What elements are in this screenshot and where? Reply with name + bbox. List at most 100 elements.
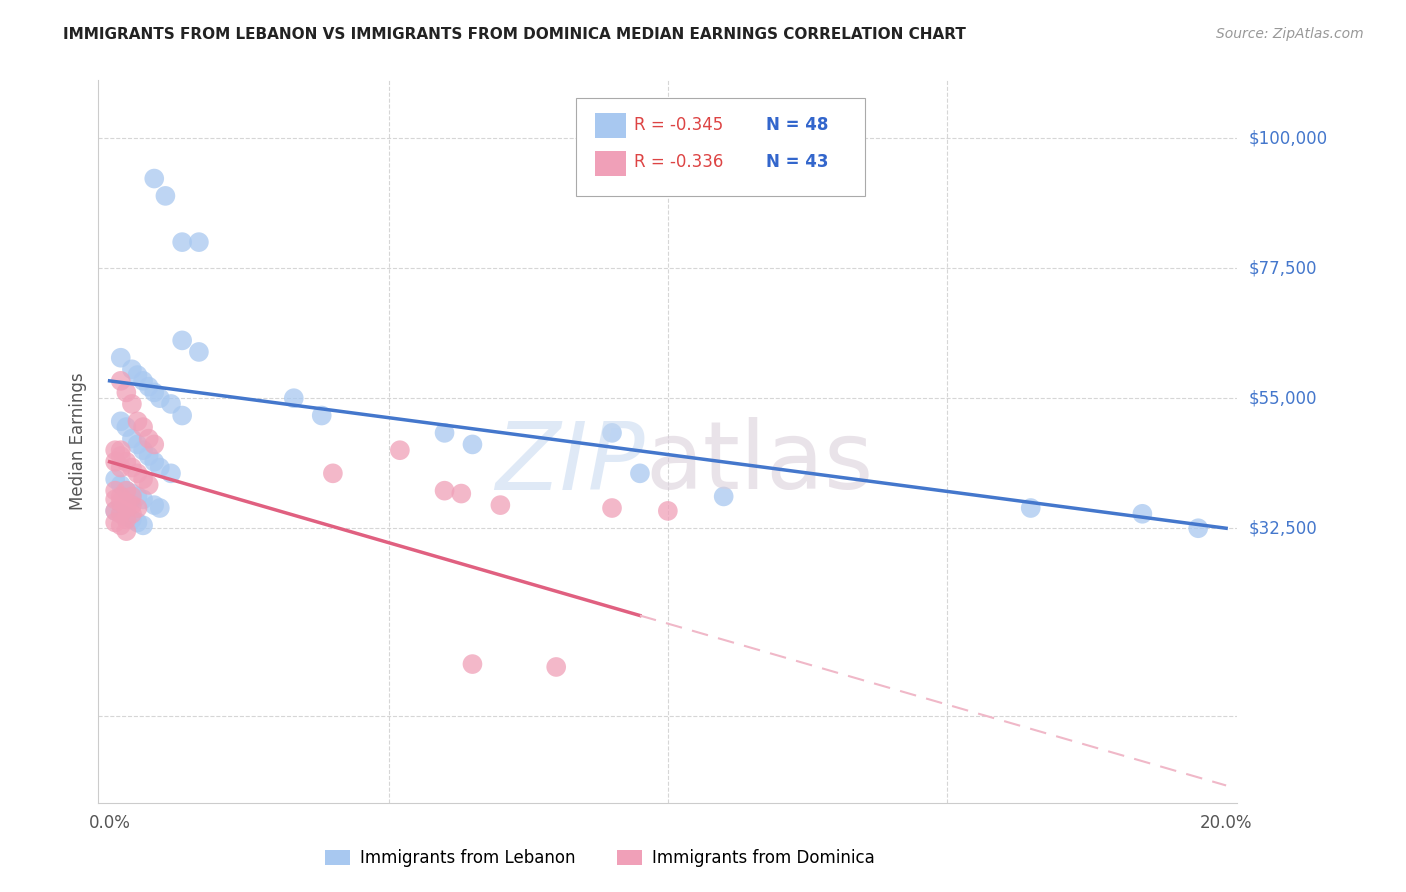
Point xyxy=(187,235,209,249)
Point xyxy=(143,171,166,186)
Point xyxy=(489,498,512,512)
Point xyxy=(115,483,138,498)
Point xyxy=(132,443,155,458)
Point xyxy=(132,472,155,486)
Point xyxy=(127,368,149,382)
Text: IMMIGRANTS FROM LEBANON VS IMMIGRANTS FROM DOMINICA MEDIAN EARNINGS CORRELATION : IMMIGRANTS FROM LEBANON VS IMMIGRANTS FR… xyxy=(63,27,966,42)
Text: R = -0.336: R = -0.336 xyxy=(634,153,724,171)
Point xyxy=(143,455,166,469)
Point xyxy=(600,501,623,516)
Point xyxy=(322,467,344,481)
Point xyxy=(388,443,411,458)
Point xyxy=(172,334,194,348)
Point xyxy=(110,374,132,388)
Point xyxy=(172,235,194,249)
Point xyxy=(110,449,132,463)
Point xyxy=(600,425,623,440)
Point xyxy=(110,443,132,458)
Point xyxy=(283,391,305,405)
Point xyxy=(127,501,149,516)
Point xyxy=(121,397,143,411)
Point xyxy=(115,524,138,538)
Point xyxy=(450,486,472,500)
Point xyxy=(110,414,132,428)
Point xyxy=(1187,521,1209,535)
Point xyxy=(1130,507,1153,521)
Point xyxy=(110,495,132,509)
Point xyxy=(132,518,155,533)
Text: ZIP: ZIP xyxy=(495,417,645,508)
Point xyxy=(115,501,138,516)
Text: $77,500: $77,500 xyxy=(1249,260,1317,277)
Point xyxy=(104,504,127,518)
Text: $32,500: $32,500 xyxy=(1249,519,1317,537)
Point xyxy=(127,437,149,451)
Text: Source: ZipAtlas.com: Source: ZipAtlas.com xyxy=(1216,27,1364,41)
Point xyxy=(104,492,127,507)
Point xyxy=(143,498,166,512)
Text: $100,000: $100,000 xyxy=(1249,129,1327,147)
Point xyxy=(115,385,138,400)
Point xyxy=(713,490,735,504)
Text: atlas: atlas xyxy=(645,417,873,509)
Point xyxy=(104,516,127,530)
Point xyxy=(121,507,143,521)
Point xyxy=(132,374,155,388)
Point xyxy=(149,460,172,475)
Point xyxy=(461,657,484,671)
Point xyxy=(110,478,132,492)
Point xyxy=(115,512,138,526)
Point xyxy=(172,409,194,423)
Point xyxy=(121,432,143,446)
Text: $55,000: $55,000 xyxy=(1249,389,1317,407)
Point xyxy=(110,460,132,475)
Point xyxy=(121,486,143,500)
Point xyxy=(121,512,143,526)
Text: R = -0.345: R = -0.345 xyxy=(634,116,723,134)
Legend: Immigrants from Lebanon, Immigrants from Dominica: Immigrants from Lebanon, Immigrants from… xyxy=(318,843,882,874)
Point xyxy=(115,509,138,524)
Text: N = 48: N = 48 xyxy=(766,116,828,134)
Point xyxy=(433,425,456,440)
Point xyxy=(127,467,149,481)
Point xyxy=(143,437,166,451)
Point xyxy=(657,504,679,518)
Point xyxy=(115,483,138,498)
Point xyxy=(121,460,143,475)
Point xyxy=(149,391,172,405)
Point xyxy=(433,483,456,498)
Point xyxy=(121,490,143,504)
Point xyxy=(628,467,651,481)
Point xyxy=(1019,501,1042,516)
Point xyxy=(160,467,183,481)
Point xyxy=(127,414,149,428)
Point xyxy=(110,518,132,533)
Point xyxy=(143,385,166,400)
Point xyxy=(110,507,132,521)
Point xyxy=(461,437,484,451)
Point xyxy=(155,189,177,203)
Point xyxy=(138,478,160,492)
Point xyxy=(121,362,143,376)
Point xyxy=(104,472,127,486)
Text: N = 43: N = 43 xyxy=(766,153,828,171)
Point xyxy=(311,409,333,423)
Point xyxy=(127,516,149,530)
Point xyxy=(121,498,143,512)
Point xyxy=(115,420,138,434)
Point xyxy=(115,495,138,509)
Point xyxy=(160,397,183,411)
Point xyxy=(104,455,127,469)
Point xyxy=(127,490,149,504)
Point xyxy=(132,492,155,507)
Point xyxy=(132,420,155,434)
Point xyxy=(138,379,160,393)
Point xyxy=(104,443,127,458)
Point xyxy=(110,351,132,365)
Point xyxy=(104,504,127,518)
Point xyxy=(110,507,132,521)
Point xyxy=(138,449,160,463)
Point xyxy=(104,483,127,498)
Point xyxy=(187,345,209,359)
Point xyxy=(115,455,138,469)
